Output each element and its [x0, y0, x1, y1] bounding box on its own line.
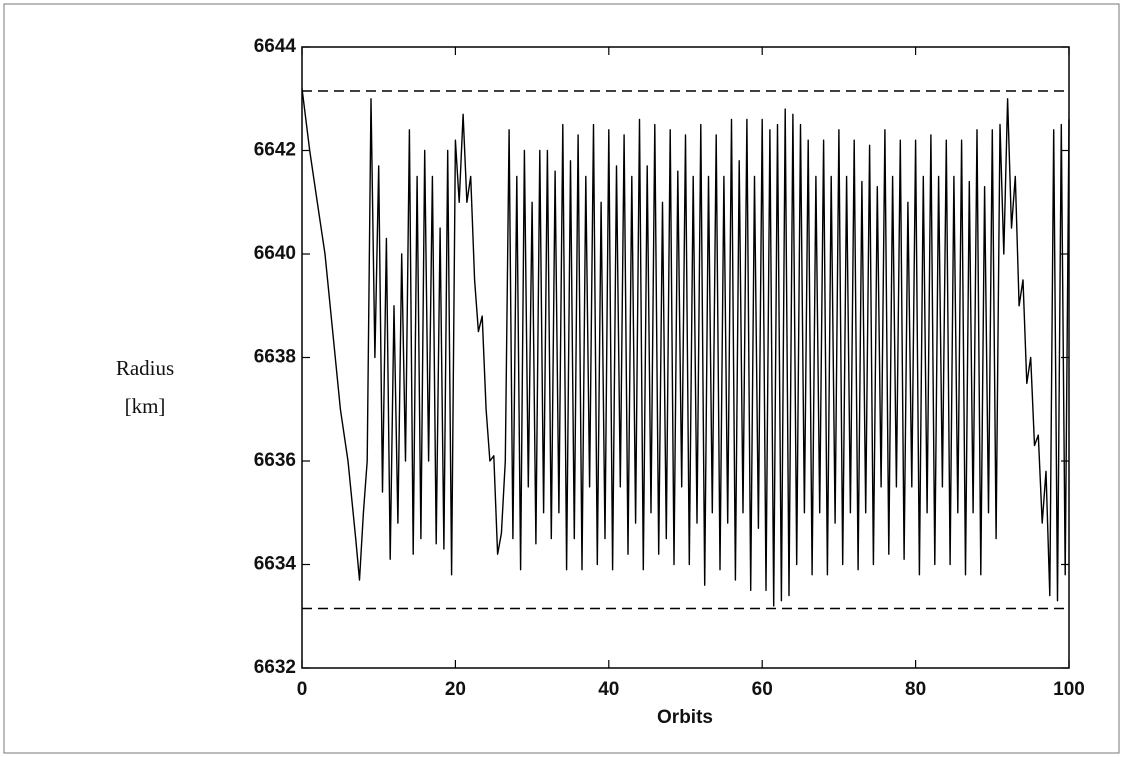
y-tick-label: 6632	[254, 657, 296, 678]
x-tick-label: 60	[752, 679, 773, 700]
y-tick-label: 6634	[254, 554, 297, 575]
x-tick-label: 100	[1053, 679, 1085, 700]
y-axis-label: [km]	[125, 394, 166, 418]
y-axis-label: Radius	[116, 356, 174, 380]
data-line	[301, 88, 1070, 607]
x-tick-label: 40	[598, 679, 619, 700]
y-tick-label: 6642	[254, 140, 296, 161]
y-tick-label: 6640	[254, 243, 296, 264]
y-tick-label: 6644	[254, 36, 297, 57]
page-frame	[3, 3, 1120, 754]
x-tick-label: 80	[905, 679, 926, 700]
x-tick-label: 0	[297, 679, 308, 700]
y-tick-label: 6638	[254, 347, 296, 368]
x-tick-label: 20	[445, 679, 466, 700]
x-axis-label: Orbits	[657, 707, 713, 728]
y-tick-label: 6636	[254, 450, 296, 471]
